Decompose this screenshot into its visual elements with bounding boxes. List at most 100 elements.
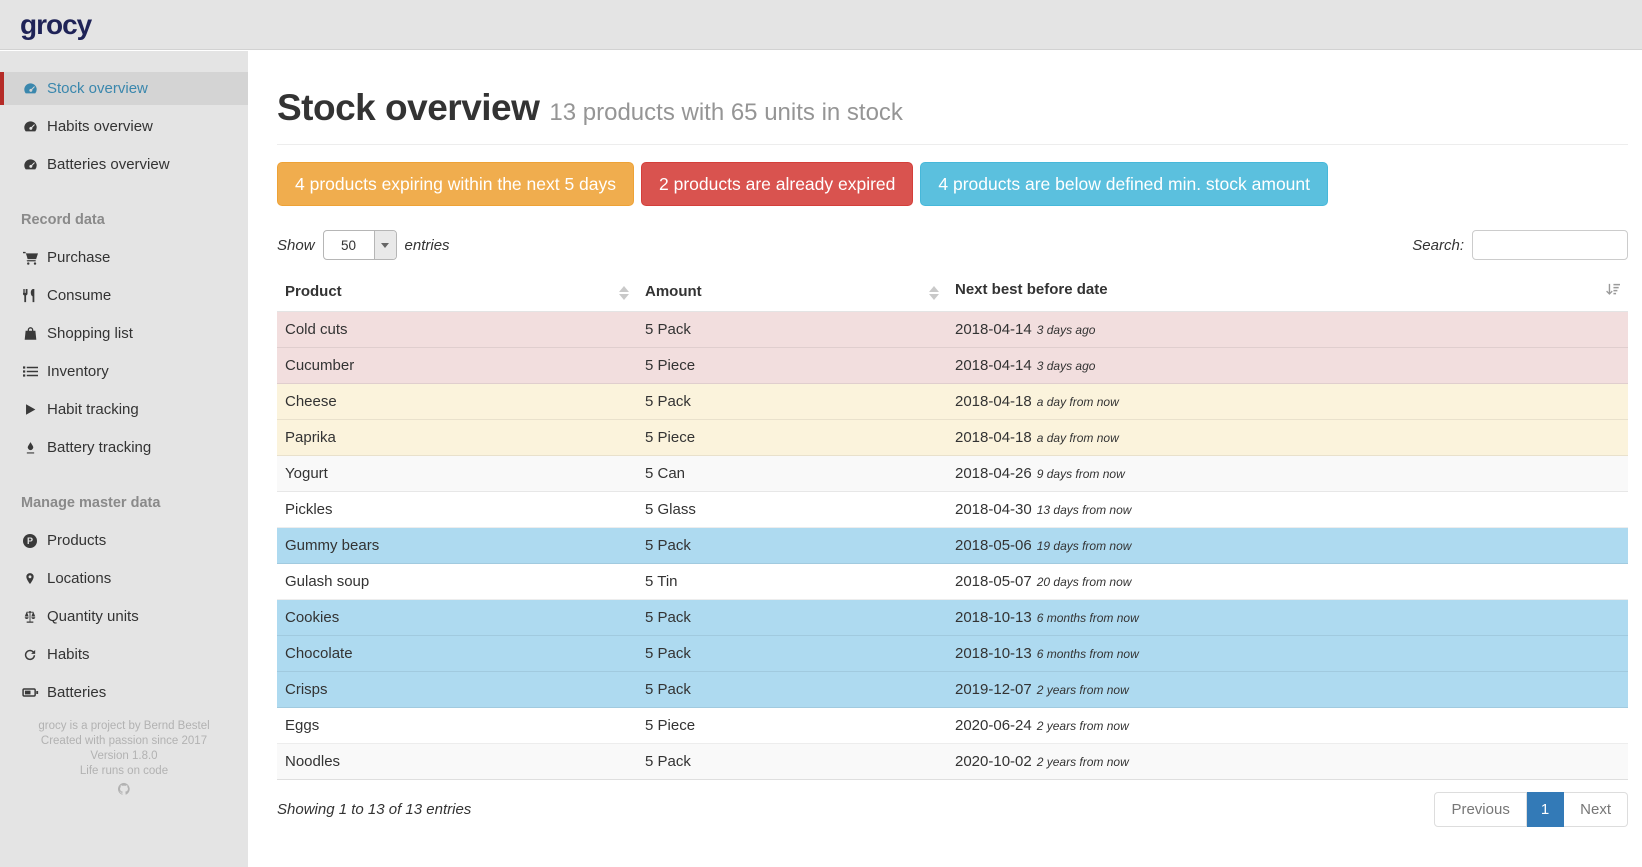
sidebar-footer-line: Created with passion since 2017 (40, 735, 208, 747)
column-header-amount[interactable]: Amount (637, 272, 947, 312)
alert-expiring[interactable]: 4 products expiring within the next 5 da… (277, 162, 635, 206)
page-size-value: 50 (341, 237, 357, 253)
best-before-relative-note: 20 days from now (1036, 575, 1132, 589)
tachometer-icon (21, 81, 39, 96)
previous-page-button[interactable]: Previous (1434, 792, 1527, 827)
table-header-row: Product Amount Next best before date (277, 272, 1628, 312)
table-row-gummy-bears: Gummy bears 5 Pack 2018-05-06 19 days from … (277, 527, 1628, 564)
table-row-cucumber: Cucumber 5 Piece 2018-04-14 3 days ago (277, 347, 1628, 384)
sidebar-item-habits[interactable]: Habits (0, 638, 248, 671)
best-before-cell: 2018-04-18 a day from now (947, 419, 1628, 456)
sidebar-item-label: Battery tracking (47, 439, 152, 456)
tachometer-icon (21, 157, 39, 172)
alert-below-min-stock[interactable]: 4 products are below defined min. stock … (920, 162, 1328, 206)
sidebar-item-products[interactable]: P Products (0, 524, 248, 557)
sidebar-item-habits-overview[interactable]: Habits overview (0, 110, 248, 143)
sidebar-item-inventory[interactable]: Inventory (0, 355, 248, 388)
page-size-select[interactable]: 50 (322, 230, 397, 260)
search-input[interactable] (1472, 230, 1628, 260)
column-header-product[interactable]: Product (277, 272, 637, 312)
sidebar-footer-line: Version 1.8.0 (90, 750, 158, 762)
refresh-icon (21, 648, 39, 662)
product-cell: Gummy bears (277, 527, 637, 564)
best-before-cell: 2018-04-18 a day from now (947, 383, 1628, 420)
product-cell: Cheese (277, 383, 637, 420)
github-icon[interactable] (117, 782, 131, 801)
map-marker-icon (21, 571, 39, 586)
sidebar: Stock overview Habits overview Batteries o… (0, 51, 248, 867)
best-before-cell: 2018-04-26 9 days from now (947, 455, 1628, 492)
best-before-date: 2019-12-07 (955, 681, 1032, 698)
product-cell: Cold cuts (277, 311, 637, 348)
list-icon (21, 364, 39, 379)
status-alerts: 4 products expiring within the next 5 da… (277, 162, 1628, 206)
sidebar-item-batteries[interactable]: Batteries (0, 676, 248, 709)
sidebar-item-label: Products (47, 532, 107, 549)
best-before-cell: 2018-04-14 3 days ago (947, 311, 1628, 348)
product-cell: Eggs (277, 707, 637, 744)
amount-cell: 5 Pack (637, 311, 947, 348)
sidebar-item-label: Quantity units (47, 608, 139, 625)
best-before-cell: 2018-05-06 19 days from now (947, 527, 1628, 564)
page-title: Stock overview (277, 87, 540, 128)
sidebar-item-batteries-overview[interactable]: Batteries overview (0, 148, 248, 181)
sidebar-item-label: Locations (47, 570, 112, 587)
top-bar: grocy (0, 0, 1642, 50)
best-before-date: 2018-10-13 (955, 609, 1032, 626)
alert-expired[interactable]: 2 products are already expired (641, 162, 914, 206)
sidebar-item-label: Habit tracking (47, 401, 139, 418)
sidebar-item-stock-overview[interactable]: Stock overview (0, 72, 248, 105)
amount-cell: 5 Pack (637, 383, 947, 420)
best-before-date: 2018-05-06 (955, 537, 1032, 554)
table-row-yogurt: Yogurt 5 Can 2018-04-26 9 days from now (277, 455, 1628, 492)
sidebar-item-consume[interactable]: Consume (0, 279, 248, 312)
best-before-cell: 2020-10-02 2 years from now (947, 743, 1628, 780)
product-cell: Paprika (277, 419, 637, 456)
sidebar-item-label: Shopping list (47, 325, 133, 342)
best-before-date: 2018-04-26 (955, 465, 1032, 482)
best-before-relative-note: 2 years from now (1036, 719, 1129, 733)
tachometer-icon (21, 119, 39, 134)
best-before-relative-note: 13 days from now (1036, 503, 1132, 517)
amount-cell: 5 Pack (637, 527, 947, 564)
sidebar-item-purchase[interactable]: Purchase (0, 241, 248, 274)
sidebar-footer: grocy is a project by Bernd Bestel Create… (0, 719, 248, 801)
best-before-cell: 2020-06-24 2 years from now (947, 707, 1628, 744)
header-divider (277, 144, 1628, 145)
sidebar-item-shopping-list[interactable]: Shopping list (0, 317, 248, 350)
search-label: Search: (1412, 236, 1464, 254)
sidebar-item-quantity-units[interactable]: Quantity units (0, 600, 248, 633)
sidebar-item-label: Habits (47, 646, 90, 663)
amount-cell: 5 Tin (637, 563, 947, 600)
grocy-logo[interactable]: grocy (20, 9, 92, 40)
sidebar-item-habit-tracking[interactable]: Habit tracking (0, 393, 248, 426)
best-before-relative-note: a day from now (1036, 431, 1119, 445)
shopping-cart-icon (21, 250, 39, 265)
best-before-relative-note: 9 days from now (1036, 467, 1125, 481)
page-header: Stock overview 13 products with 65 units… (277, 87, 1628, 129)
sidebar-item-label: Consume (47, 287, 112, 304)
sidebar-item-battery-tracking[interactable]: Battery tracking (0, 431, 248, 464)
sort-icon (619, 285, 629, 300)
page-1-button[interactable]: 1 (1526, 792, 1565, 827)
sidebar-section-header-manage-master-data: Manage master data (21, 494, 161, 511)
next-page-button[interactable]: Next (1564, 792, 1628, 827)
sidebar-item-locations[interactable]: Locations (0, 562, 248, 595)
sidebar-item-label: Habits overview (47, 118, 153, 135)
column-header-next-best-before-date[interactable]: Next best before date (947, 272, 1628, 312)
amount-cell: 5 Piece (637, 419, 947, 456)
best-before-relative-note: 2 years from now (1036, 755, 1129, 769)
best-before-date: 2020-06-24 (955, 717, 1032, 734)
best-before-date: 2018-04-30 (955, 501, 1032, 518)
sidebar-main-nav: Stock overview Habits overview Batteries o… (0, 72, 248, 181)
table-row-pickles: Pickles 5 Glass 2018-04-30 13 days from now (277, 491, 1628, 528)
amount-cell: 5 Pack (637, 743, 947, 780)
table-row-gulash-soup: Gulash soup 5 Tin 2018-05-07 20 days from n… (277, 563, 1628, 600)
pagination: Previous 1 Next (1434, 792, 1628, 827)
table-row-cold-cuts: Cold cuts 5 Pack 2018-04-14 3 days ago (277, 311, 1628, 348)
best-before-cell: 2019-12-07 2 years from now (947, 671, 1628, 708)
best-before-cell: 2018-04-14 3 days ago (947, 347, 1628, 384)
table-row-eggs: Eggs 5 Piece 2020-06-24 2 years from now (277, 707, 1628, 744)
table-row-cookies: Cookies 5 Pack 2018-10-13 6 months from now (277, 599, 1628, 636)
battery-icon (21, 686, 39, 699)
